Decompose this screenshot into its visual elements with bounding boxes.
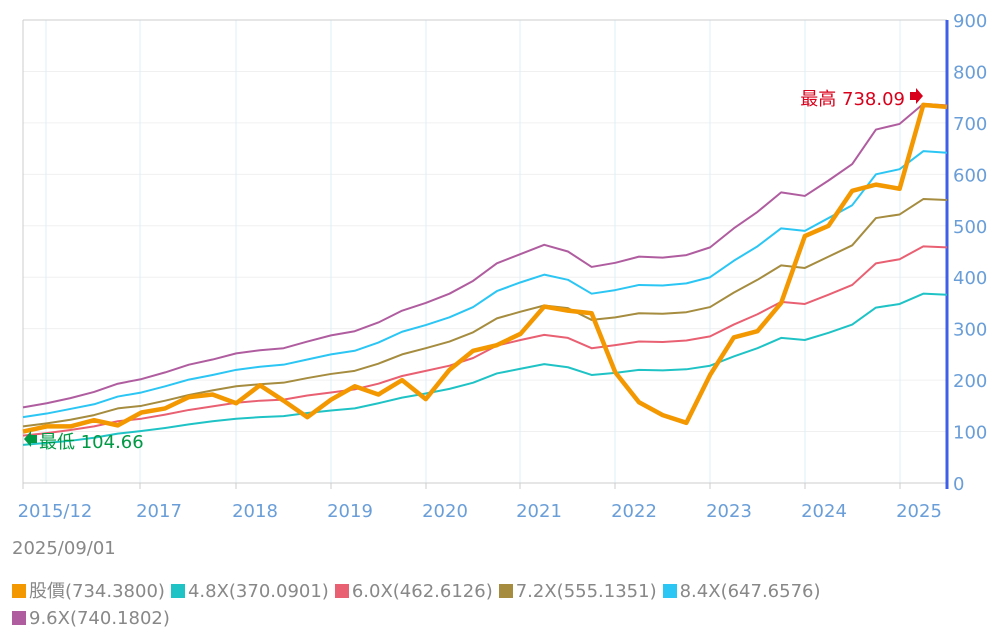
low-annotation: 最低 104.66 xyxy=(39,432,144,453)
x-tick-label: 2015/12 xyxy=(18,501,93,522)
legend-label: 股價(734.3800) xyxy=(29,581,165,602)
x-tick-label: 2024 xyxy=(801,501,847,522)
high-annotation: 最高 738.09 xyxy=(800,89,905,110)
legend-swatch xyxy=(12,584,26,598)
x-tick-label: 2022 xyxy=(611,501,657,522)
chart-legend: 股價(734.3800) 4.8X(370.0901) 6.0X(462.6126)… xyxy=(12,578,932,632)
series-line-3 xyxy=(22,245,948,437)
x-tick-label: 2018 xyxy=(232,501,278,522)
y-tick-label: 600 xyxy=(953,165,987,186)
x-tick-label: 2023 xyxy=(706,501,752,522)
legend-item[interactable]: 股價(734.3800) xyxy=(12,578,165,605)
series-line-5 xyxy=(22,102,948,434)
x-tick-label: 2021 xyxy=(516,501,562,522)
y-tick-label: 0 xyxy=(953,474,964,495)
legend-item[interactable]: 9.6X(740.1802) xyxy=(12,605,170,632)
legend-label: 6.0X(462.6126) xyxy=(351,581,493,602)
legend-label: 8.4X(647.6576) xyxy=(679,581,821,602)
legend-swatch xyxy=(12,611,26,625)
chart-date: 2025/09/01 xyxy=(12,538,116,559)
legend-swatch xyxy=(498,584,513,598)
x-tick-label: 2017 xyxy=(136,501,182,522)
legend-swatch xyxy=(170,584,185,598)
legend-label: 4.8X(370.0901) xyxy=(187,581,329,602)
legend-label: 7.2X(555.1351) xyxy=(515,581,657,602)
legend-item[interactable]: 4.8X(370.0901) xyxy=(170,578,329,605)
y-tick-label: 500 xyxy=(953,217,987,238)
legend-swatch xyxy=(662,584,677,598)
y-tick-label: 300 xyxy=(953,320,987,341)
legend-item[interactable]: 6.0X(462.6126) xyxy=(334,578,493,605)
valuation-band-chart: 0 100 200 300 400 500 600 700 800 900 2015/12 2017 2… xyxy=(18,11,988,522)
arrow-right-icon xyxy=(910,88,923,104)
series-line-4 xyxy=(22,292,948,446)
x-tick-label: 2019 xyxy=(327,501,373,522)
arrow-left-icon xyxy=(24,431,37,447)
legend-label: 9.6X(740.1802) xyxy=(29,608,170,629)
y-tick-label: 400 xyxy=(953,268,987,289)
series-line-0 xyxy=(22,102,948,409)
legend-item[interactable]: 8.4X(647.6576) xyxy=(662,578,821,605)
y-tick-label: 800 xyxy=(953,62,987,83)
x-tick-label: 2025 xyxy=(896,501,942,522)
x-tick-label: 2020 xyxy=(422,501,468,522)
y-tick-label: 700 xyxy=(953,114,987,135)
series-line-1 xyxy=(22,150,948,419)
y-tick-label: 100 xyxy=(953,423,987,444)
y-tick-label: 200 xyxy=(953,371,987,392)
y-tick-label: 900 xyxy=(953,11,987,32)
legend-item[interactable]: 7.2X(555.1351) xyxy=(498,578,657,605)
legend-swatch xyxy=(334,584,349,598)
